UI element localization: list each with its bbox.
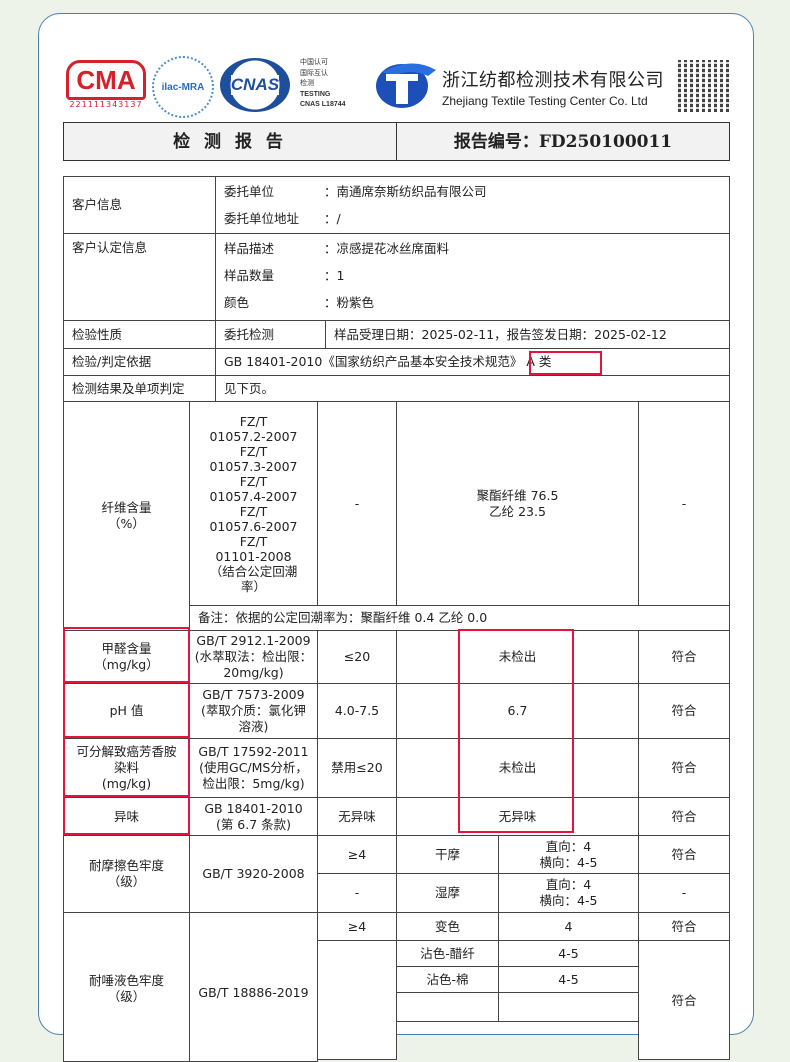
fiber-note: 备注：依据的公定回潮率为：聚酯纤维 0.4 乙纶 0.0 [189,605,730,631]
ph-req: 4.0-7.5 [317,683,397,739]
qr-code [678,60,730,112]
report-number: 报告编号：FD250100011 [396,122,730,161]
cma-text: CMA [66,60,146,100]
sample-info-cell: 样品描述 ：凉感提花冰丝席面料样品数量 ：1 颜色 ：粉紫色 [215,233,730,321]
customer-info-cell: 委托单位 ：南通席奈斯纺织品有限公司委托单位地址 ：/ [215,176,730,234]
amine-req: 禁用≤20 [317,738,397,798]
color-value: ：粉紫色 [324,295,375,310]
cnas-line: 国际互认 [300,69,328,77]
rub-dry-type: 干摩 [396,835,499,874]
cma-logo: CMA 221111343137 [66,60,146,112]
amine-result: 未检出 [396,738,639,798]
saliva-cotton-result: 4-5 [498,966,639,993]
saliva-change-type: 变色 [396,912,499,941]
cnas-text: CNAS [230,75,280,95]
nature-label: 检验性质 [63,320,216,349]
saliva-acetate-type: 沾色-醋纤 [396,940,499,967]
basis-cell: GB 18401-2010《国家纺织产品基本安全技术规范》 A 类 [215,348,730,376]
client-value: ：南通席奈斯纺织品有限公司 [324,184,487,199]
cnas-caption: 中国认可 国际互认 检测 TESTING CNAS L18744 [300,58,346,111]
highlight-divider [64,681,189,683]
saliva-change-req: ≥4 [317,912,397,941]
ph-result: 6.7 [396,683,639,739]
qty-value: ：1 [324,268,345,283]
rub-wet-result: 直向：4 横向：4-5 [498,873,639,913]
rub-dry-verdict: 符合 [638,835,730,874]
rub-dry-req: ≥4 [317,835,397,874]
client-address-value: ：/ [324,211,341,226]
ph-item: pH 值 [63,683,190,739]
saliva-change-verdict: 符合 [638,912,730,941]
desc-value: ：凉感提花冰丝席面料 [324,241,450,256]
sample-info-label: 客户认定信息 [63,233,216,321]
formaldehyde-result: 未检出 [396,630,639,684]
rub-dry-result: 直向：4 横向：4-5 [498,835,639,874]
cnas-logo: CNAS [220,58,290,112]
formaldehyde-item: 甲醛含量 （mg/kg） [63,630,190,684]
odor-verdict: 符合 [638,797,730,836]
saliva-stain-req [317,940,397,1060]
highlight-divider [64,795,189,797]
saliva-next-type [396,992,499,1022]
ilac-mra-logo: ilac-MRA [152,56,214,118]
rub-wet-req: - [317,873,397,913]
cma-number: 221111343137 [69,100,143,109]
result-label: 检测结果及单项判定 [63,375,216,402]
amine-item: 可分解致癌芳香胺 染料 (mg/kg) [63,738,190,798]
ph-verdict: 符合 [638,683,730,739]
formaldehyde-method: GB/T 2912.1-2009 (水萃取法：检出限： 20mg/kg) [189,630,318,684]
rub-wet-type: 湿摩 [396,873,499,913]
fiber-req: - [317,401,397,606]
client-address-label: 委托单位地址 [224,211,300,226]
company-logo-icon [372,58,438,110]
saliva-stain-verdict: 符合 [638,940,730,1060]
cnas-line: CNAS L18744 [300,101,346,108]
cnas-line: TESTING [300,90,331,98]
basis-label: 检验/判定依据 [63,348,216,376]
company-name-cn: 浙江纺都检测技术有限公司 [442,70,664,91]
odor-result: 无异味 [396,797,639,836]
client-label: 委托单位 [224,184,275,199]
rub-item: 耐摩擦色牢度 （级） [63,835,190,913]
qty-label: 样品数量 [224,268,275,283]
customer-info-label: 客户信息 [63,176,216,234]
amine-verdict: 符合 [638,738,730,798]
cnas-line: 中国认可 [300,59,328,66]
odor-item: 异味 [63,797,190,836]
amine-method: GB/T 17592-2011 (使用GC/MS分析， 检出限：5mg/kg) [189,738,318,798]
desc-label: 样品描述 [224,241,275,256]
dates: 样品受理日期：2025-02-11，报告签发日期：2025-02-12 [325,320,730,349]
basis-class: A 类 [526,354,552,369]
highlight-divider [64,736,189,738]
ilac-text: ilac-MRA [161,81,205,93]
fiber-result: 聚酯纤维 76.5 乙纶 23.5 [396,401,639,606]
fiber-verdict: - [638,401,730,606]
saliva-next-result [498,992,639,1022]
odor-method: GB 18401-2010 (第 6.7 条款) [189,797,318,836]
saliva-cotton-type: 沾色-棉 [396,966,499,993]
result-value: 见下页。 [215,375,730,402]
fiber-method: FZ/T 01057.2-2007 FZ/T 01057.3-2007 FZ/T… [189,401,318,606]
odor-req: 无异味 [317,797,397,836]
saliva-method: GB/T 18886-2019 [189,912,318,1062]
company-name: 浙江纺都检测技术有限公司 Zhejiang Textile Testing Ce… [442,66,674,108]
saliva-change-result: 4 [498,912,639,941]
formaldehyde-req: ≤20 [317,630,397,684]
rub-wet-verdict: - [638,873,730,913]
cnas-line: 检测 [300,80,314,87]
color-label: 颜色 [224,295,250,310]
formaldehyde-verdict: 符合 [638,630,730,684]
saliva-item: 耐唾液色牢度 （级） [63,912,190,1062]
company-name-en: Zhejiang Textile Testing Center Co. Ltd [442,94,648,108]
rub-method: GB/T 3920-2008 [189,835,318,913]
nature-value: 委托检测 [215,320,326,349]
ph-method: GB/T 7573-2009 (萃取介质：氯化钾 溶液) [189,683,318,739]
fiber-item: 纤维含量 （%） [63,401,190,631]
saliva-acetate-result: 4-5 [498,940,639,967]
report-title: 检 测 报 告 [63,122,397,161]
basis-value: GB 18401-2010《国家纺织产品基本安全技术规范》 [224,354,523,369]
